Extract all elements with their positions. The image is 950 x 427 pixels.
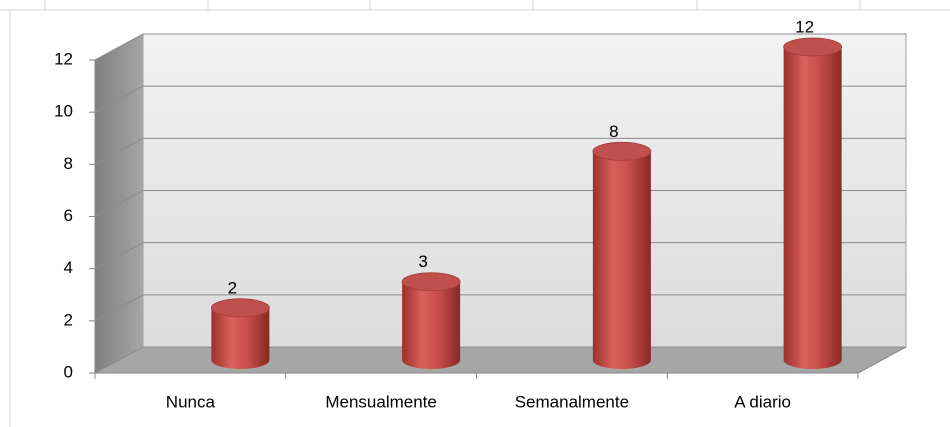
data-label: 3 [418, 252, 427, 271]
bar-part [592, 141, 652, 161]
data-label: 8 [609, 122, 618, 141]
x-tick-label: Nunca [166, 392, 216, 411]
y-tick-label: 10 [54, 102, 73, 121]
bar-part [211, 307, 270, 369]
bar-part [783, 37, 843, 57]
grid-line [94, 294, 906, 322]
y-tick-label: 2 [64, 310, 73, 329]
y-tick-label: 4 [64, 258, 73, 277]
x-tick-label: A diario [734, 392, 791, 411]
grid-line [94, 137, 906, 165]
grid-line [94, 346, 906, 374]
grid-line [94, 242, 906, 270]
grid-line [94, 33, 906, 61]
bar [401, 272, 461, 369]
y-tick-label: 6 [64, 206, 73, 225]
bar [783, 37, 843, 369]
y-tick-label: 0 [64, 362, 73, 381]
bar-part [592, 151, 651, 369]
bar-part [210, 298, 270, 318]
x-tick-label: Mensualmente [325, 392, 437, 411]
floor [95, 347, 906, 373]
bar-part [402, 281, 461, 369]
bar-part [401, 272, 461, 292]
x-tick-label: Semanalmente [515, 392, 629, 411]
grid-line [94, 190, 906, 217]
data-label: 12 [795, 17, 814, 36]
bar [592, 141, 652, 369]
y-tick-label: 12 [54, 49, 73, 68]
floor-edge [857, 346, 907, 374]
data-label: 2 [228, 278, 237, 297]
y-tick-label: 8 [64, 154, 73, 173]
grid-line [94, 85, 906, 113]
bar [210, 298, 270, 369]
bar-part [783, 47, 842, 369]
